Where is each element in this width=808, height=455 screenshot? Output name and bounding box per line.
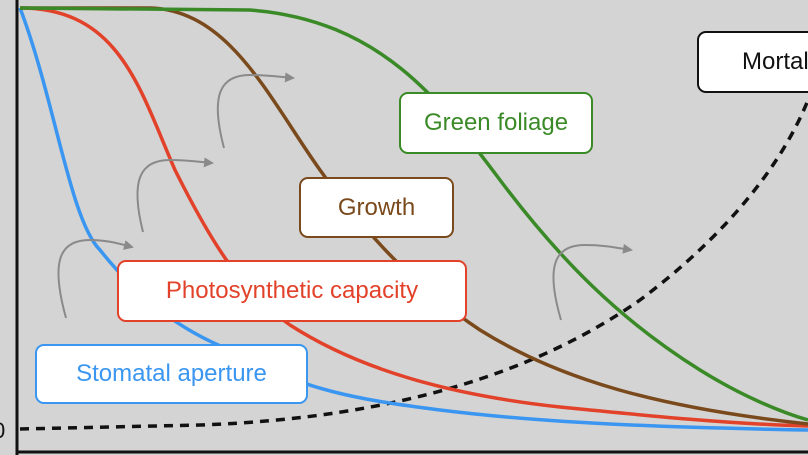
photosynthetic-capacity-label: Photosynthetic capacity bbox=[117, 260, 467, 322]
growth-label: Growth bbox=[299, 177, 454, 238]
curved-arrow-3 bbox=[216, 72, 295, 149]
green-foliage-curve bbox=[19, 6, 808, 422]
curved-arrow-4 bbox=[552, 243, 633, 321]
y-axis-zero-label: 0 bbox=[0, 418, 5, 444]
curved-arrow-1 bbox=[57, 238, 134, 319]
mortality-curve bbox=[19, 99, 808, 431]
photosynthetic-capacity-curve bbox=[19, 6, 808, 428]
curved-arrow-2 bbox=[136, 157, 214, 233]
green-foliage-label: Green foliage bbox=[399, 92, 593, 154]
mortality-label: Mortality bbox=[697, 31, 808, 93]
stomatal-aperture-label: Stomatal aperture bbox=[35, 344, 308, 404]
